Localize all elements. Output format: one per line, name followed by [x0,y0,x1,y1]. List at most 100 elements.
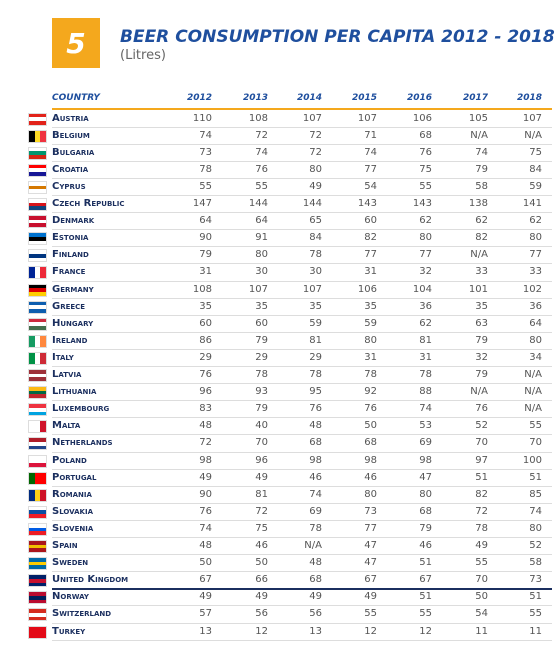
value-cell: 69 [419,437,432,449]
value-cell: 72 [255,505,268,517]
row-rule [52,383,552,385]
value-cell: N/A [470,129,488,141]
value-cell: 35 [475,300,488,312]
row-rule [52,571,552,573]
flag-stripe [40,352,47,364]
value-cell: 90 [199,232,212,244]
flag-stripe [29,120,46,125]
value-cell: 82 [475,488,488,500]
country-name: Slovakia [52,505,93,517]
value-cell: N/A [524,369,542,380]
value-cell: 50 [255,557,268,569]
flag [28,163,47,177]
value-cell: 107 [302,283,322,295]
value-cell: 72 [255,129,268,141]
flag-stripe [29,613,46,617]
row-rule [52,485,552,487]
flag [28,574,47,588]
value-cell: 52 [475,420,488,432]
value-cell: 79 [255,334,268,346]
value-cell: 92 [364,386,377,398]
flag-stripe [29,489,35,501]
flag [28,232,47,246]
flag-stripe [29,387,46,391]
value-cell: 144 [302,198,322,209]
value-cell: 100 [522,454,542,466]
value-cell: 70 [475,437,488,449]
flag-stripe [29,455,46,460]
flag [28,557,47,571]
flag-stripe [29,216,46,220]
flag-stripe [29,404,46,408]
country-name: Belgium [52,129,90,141]
value-cell: 31 [364,351,377,363]
country-name: Estonia [52,232,89,244]
flag-stripe [29,308,46,313]
column-header: 2018 [516,92,542,103]
row-rule [52,126,552,128]
flag-stripe [29,575,46,579]
flag-stripe [29,407,46,412]
value-cell: 51 [419,557,432,569]
flag-stripe [29,558,46,562]
value-cell: 88 [419,386,432,398]
value-cell: 95 [309,386,322,398]
value-cell: 79 [255,403,268,415]
flag-stripe [40,130,47,142]
value-cell: 76 [199,505,212,517]
country-name: Czech Republic [52,198,125,209]
value-cell: 31 [419,351,432,363]
value-cell: 141 [522,198,542,209]
value-cell: 68 [419,505,432,517]
row-rule [52,331,552,333]
flag [28,112,47,126]
value-cell: 110 [192,112,212,124]
value-cell: 50 [475,591,488,603]
flag-stripe [29,626,46,631]
value-cell: 57 [199,608,212,620]
flag [28,369,47,382]
value-cell: 91 [255,232,268,244]
value-cell: 12 [419,625,432,637]
value-cell: 36 [419,300,432,312]
value-cell: 76 [255,163,268,175]
flag-stripe [29,147,46,152]
value-cell: 75 [255,522,268,534]
value-cell: N/A [304,540,322,551]
flag-stripe [34,421,41,433]
value-cell: 48 [309,420,322,432]
value-cell: 102 [522,283,542,295]
flag-stripe [29,236,46,241]
value-cell: 46 [419,540,432,551]
flag-stripe [29,514,46,518]
value-cell: 47 [419,471,432,483]
flag-stripe [34,472,41,484]
value-cell: 11 [475,625,488,637]
flag-stripe [29,305,46,309]
flag-stripe [29,257,46,262]
value-cell: 55 [255,180,268,192]
country-name: Spain [52,540,78,551]
flag-stripe [29,421,35,433]
value-cell: 48 [199,420,212,432]
flag [28,454,47,468]
value-cell: 46 [364,471,377,483]
flag-stripe [29,599,46,604]
flag-stripe [29,326,46,330]
flag [28,180,47,194]
country-name: Switzerland [52,608,112,620]
flag-stripe [29,523,46,528]
value-cell: 68 [309,574,322,586]
country-name: Italy [52,351,74,363]
value-cell: 54 [364,180,377,192]
value-cell: 40 [255,420,268,432]
value-cell: 79 [475,334,488,346]
row-rule [52,160,552,162]
row-rule [52,366,552,367]
value-cell: 75 [529,146,542,158]
flag-stripe [29,189,46,193]
flag [28,471,47,485]
value-cell: 13 [199,625,212,637]
value-cell: 143 [357,198,377,209]
